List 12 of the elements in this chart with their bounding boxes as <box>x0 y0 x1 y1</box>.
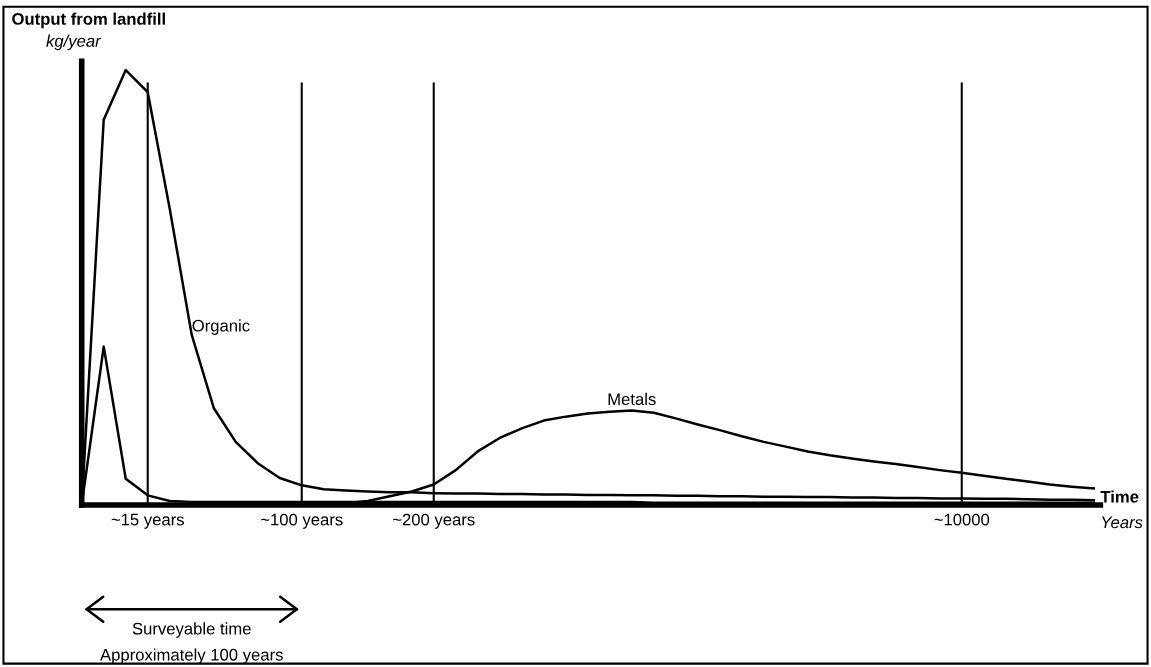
text: Approximately 100 years <box>100 648 283 664</box>
text: Surveyable time <box>132 622 251 638</box>
series-label: Organic <box>192 319 250 335</box>
y-axis-title: kg/year <box>46 34 102 51</box>
x-tick-label: ~10000 <box>934 513 990 526</box>
chart-title: Output from landfill <box>12 12 165 29</box>
x-tick-label: ~200 years <box>393 513 475 529</box>
x-tick-label: ~100 years <box>261 513 343 529</box>
text: Years <box>1102 516 1143 529</box>
x-axis-title: Time <box>1100 490 1139 503</box>
series-label: Metals <box>608 392 656 406</box>
x-tick-label: ~15 years <box>111 513 184 529</box>
